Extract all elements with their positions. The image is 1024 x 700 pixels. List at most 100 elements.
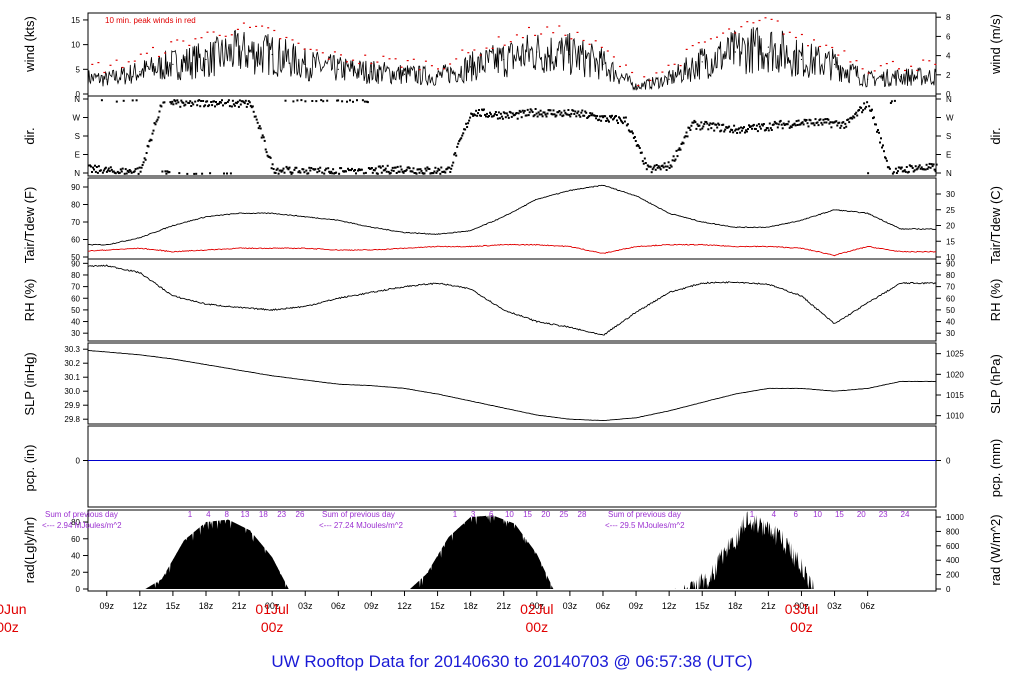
x-tick-label: 15z [430, 601, 445, 611]
direction-point [665, 169, 668, 171]
direction-point [659, 168, 662, 171]
direction-point [645, 168, 648, 171]
direction-point [138, 166, 141, 169]
y-tick-label-right: 2 [946, 71, 951, 80]
peak-wind-point [807, 45, 809, 47]
direction-point [120, 170, 123, 173]
direction-point [110, 168, 113, 171]
day-hour-label: 00z [0, 619, 19, 635]
wind-data-point [503, 58, 505, 61]
peak-wind-point [576, 31, 579, 33]
peak-wind-point [734, 32, 737, 34]
panel-frame [87, 12, 937, 97]
direction-point [625, 124, 628, 127]
direction-point [147, 145, 150, 148]
peak-wind-point [91, 63, 94, 65]
direction-point [913, 169, 916, 172]
direction-point [418, 171, 421, 174]
direction-point [883, 150, 885, 153]
direction-point [506, 114, 509, 117]
peak-wind-point [600, 46, 603, 48]
x-tick-label: 21z [232, 601, 247, 611]
x-tick-label: 09z [99, 601, 114, 611]
direction-point [497, 111, 500, 114]
direction-point [669, 164, 672, 167]
direction-point [856, 114, 859, 117]
direction-point [151, 132, 154, 135]
peak-wind-point [449, 63, 452, 65]
direction-point [292, 100, 295, 103]
y-axis-label-right: wind (m/s) [988, 14, 1003, 75]
direction-point [641, 160, 644, 163]
x-tick-label: 09z [629, 601, 644, 611]
direction-point [453, 153, 456, 156]
direction-point [728, 125, 731, 128]
direction-point [716, 126, 719, 129]
direction-point [94, 164, 96, 167]
peak-wind-point [855, 60, 858, 62]
y-tick-label-right: 15 [946, 237, 955, 246]
direction-point [202, 100, 205, 102]
direction-point [513, 114, 516, 116]
direction-point [646, 164, 649, 167]
y-tick-label-right: 600 [946, 542, 960, 551]
direction-point [370, 167, 373, 169]
peak-wind-point [103, 71, 106, 74]
y-tick-label: 10 [71, 41, 80, 50]
direction-point [226, 100, 229, 103]
direction-point [459, 138, 462, 141]
peak-wind-point [782, 33, 785, 35]
y-tick-label-right: 0 [946, 585, 951, 594]
direction-point [355, 172, 357, 175]
direction-point [248, 101, 251, 104]
direction-point [148, 140, 151, 143]
direction-point [926, 167, 929, 170]
direction-point [795, 120, 798, 123]
direction-point [287, 168, 290, 171]
direction-point [157, 116, 160, 119]
direction-point [158, 110, 161, 113]
direction-point [411, 170, 414, 173]
direction-point [141, 164, 144, 166]
direction-point [145, 152, 148, 154]
direction-point [193, 172, 196, 175]
direction-point [469, 116, 472, 119]
peak-wind-point [776, 20, 779, 22]
direction-point [762, 123, 765, 125]
y-tick-label: N [74, 95, 80, 104]
direction-point [610, 116, 612, 119]
peak-wind-point [315, 49, 318, 51]
direction-point [528, 111, 531, 114]
direction-point [135, 99, 138, 102]
direction-point [821, 123, 824, 126]
peak-wind-point [709, 38, 712, 40]
direction-point [118, 171, 121, 174]
direction-point [228, 105, 231, 108]
direction-point [351, 167, 353, 170]
peak-wind-point [837, 54, 840, 56]
y-axis-label: pcp. (in) [22, 445, 37, 492]
peak-wind-point [515, 34, 518, 36]
x-tick-label: 06z [596, 601, 611, 611]
direction-point [133, 170, 136, 173]
peak-wind-point [291, 39, 294, 41]
direction-point [708, 124, 711, 127]
direction-point [307, 172, 310, 175]
x-tick-label: 21z [761, 601, 776, 611]
direction-point [567, 109, 570, 111]
direction-point [385, 170, 388, 173]
direction-point [894, 167, 897, 170]
direction-point [188, 102, 191, 104]
direction-point [501, 117, 504, 120]
direction-point [875, 123, 877, 126]
direction-point [616, 119, 618, 122]
peak-wind-point [528, 26, 530, 29]
day-hour-label: 00z [261, 619, 284, 635]
peak-wind-point [606, 50, 609, 52]
x-tick-label: 12z [133, 601, 148, 611]
direction-point [507, 116, 510, 119]
direction-point [775, 122, 778, 125]
direction-point [544, 113, 547, 116]
peak-wind-point [394, 58, 397, 60]
direction-point [172, 103, 175, 106]
